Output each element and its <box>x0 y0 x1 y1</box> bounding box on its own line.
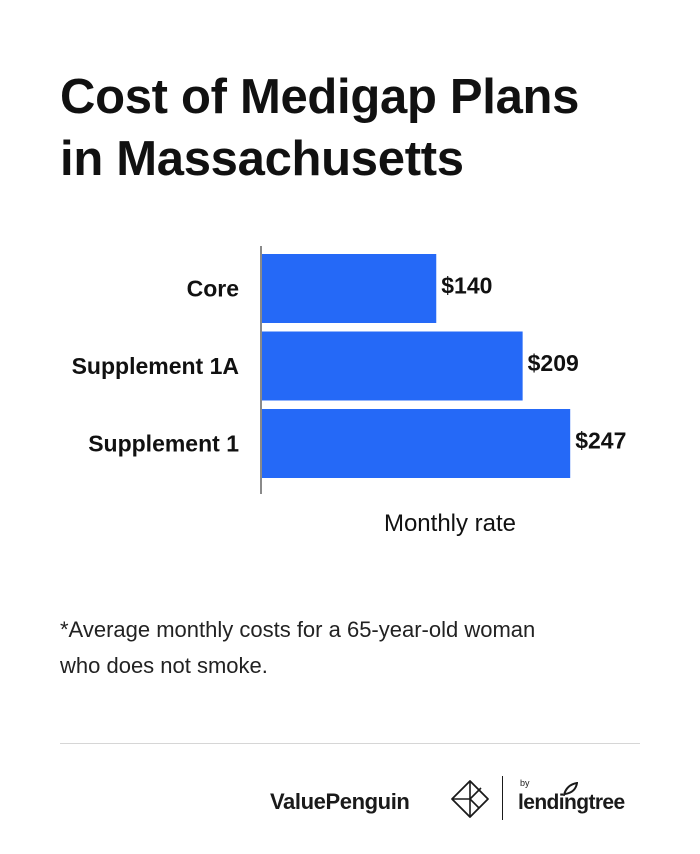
bar-chart: Core $140 Supplement 1A $209 Supplement 1 $24… <box>72 246 626 537</box>
value-label: $209 <box>528 350 579 376</box>
lendingtree-wordmark: lendingtree <box>518 791 625 814</box>
chart-title-line-2: in Massachusetts <box>60 132 464 186</box>
category-label: Supplement 1 <box>88 431 239 457</box>
valuepenguin-logo-icon <box>451 780 489 818</box>
category-label: Supplement 1A <box>72 353 239 379</box>
brand-separator <box>502 776 503 820</box>
brand-footer: ValuePenguin by lendingtree <box>270 776 642 822</box>
chart-title-line-1: Cost of Medigap Plans <box>60 70 580 124</box>
category-label: Core <box>187 276 239 302</box>
value-label: $247 <box>575 428 626 454</box>
footnote-line-2: who does not smoke. <box>60 653 268 678</box>
value-label: $140 <box>441 273 492 299</box>
divider <box>60 743 640 744</box>
footnote: *Average monthly costs for a 65-year-old… <box>60 612 650 684</box>
leaf-icon <box>563 782 578 796</box>
valuepenguin-wordmark: ValuePenguin <box>270 789 410 814</box>
bar-core <box>261 254 437 323</box>
bar-supplement-1a <box>261 331 523 401</box>
chart-title: Cost of Medigap Plans in Massachusetts <box>60 66 660 190</box>
footnote-line-1: *Average monthly costs for a 65-year-old… <box>60 617 536 642</box>
brand-by-label: by <box>520 778 530 788</box>
x-axis-label: Monthly rate <box>384 510 516 537</box>
bar-supplement-1 <box>261 409 571 478</box>
